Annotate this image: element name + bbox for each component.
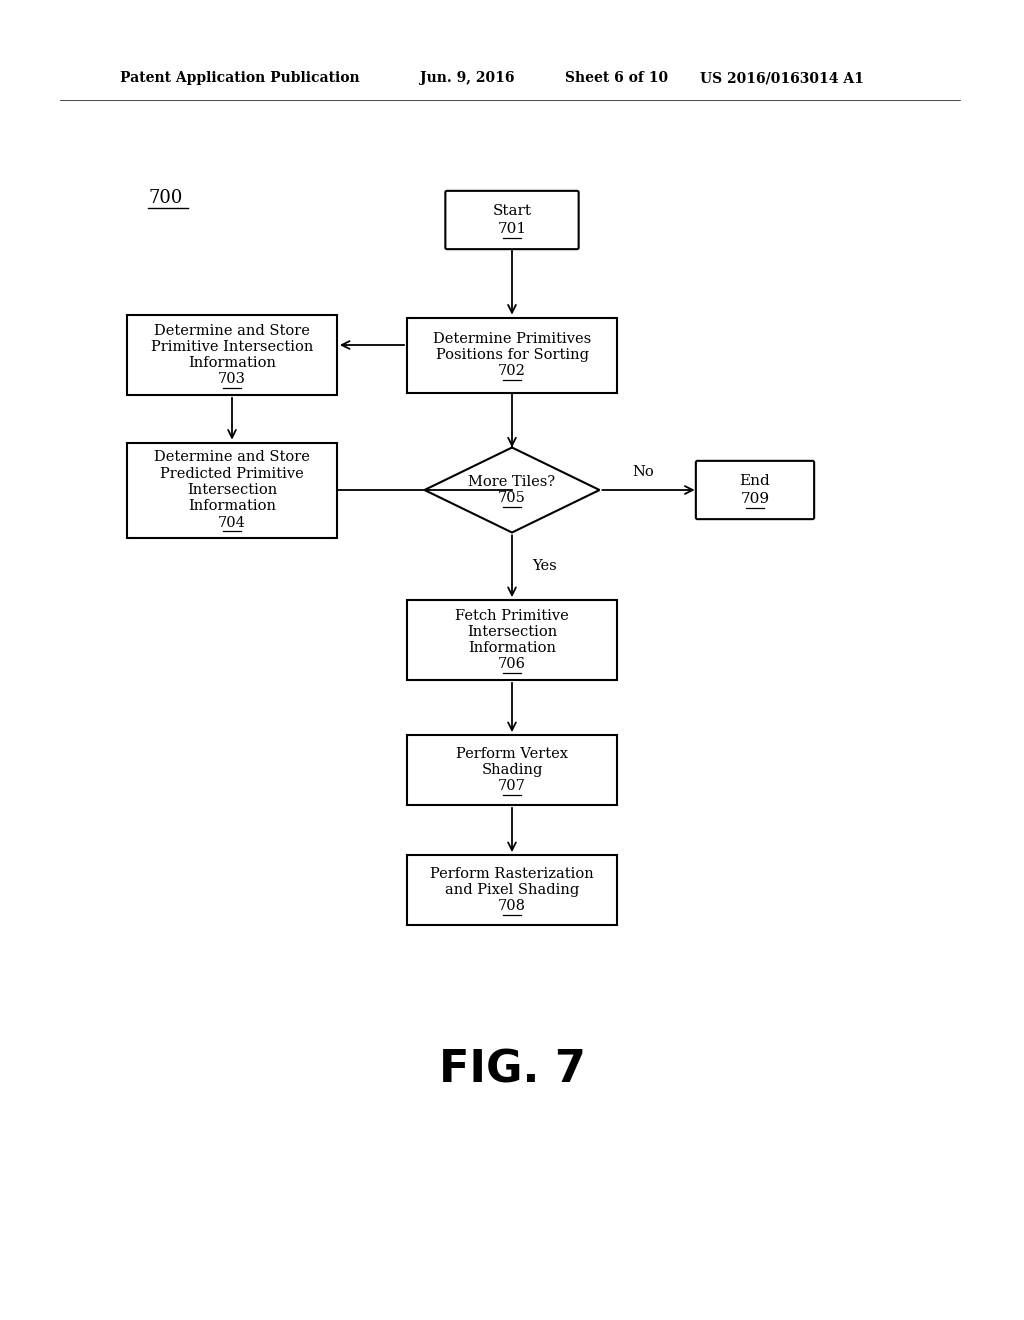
Text: Information: Information xyxy=(468,642,556,655)
Text: Shading: Shading xyxy=(481,763,543,777)
Text: No: No xyxy=(633,465,654,479)
Text: 709: 709 xyxy=(740,491,770,506)
FancyBboxPatch shape xyxy=(696,461,814,519)
Text: 704: 704 xyxy=(218,516,246,529)
Text: 703: 703 xyxy=(218,372,246,387)
Text: Fetch Primitive: Fetch Primitive xyxy=(455,609,569,623)
Text: Determine and Store: Determine and Store xyxy=(154,450,310,465)
Text: Intersection: Intersection xyxy=(186,483,278,498)
FancyBboxPatch shape xyxy=(445,191,579,249)
Text: FIG. 7: FIG. 7 xyxy=(438,1048,586,1092)
Text: Primitive Intersection: Primitive Intersection xyxy=(151,339,313,354)
Text: 705: 705 xyxy=(498,491,526,506)
Text: Patent Application Publication: Patent Application Publication xyxy=(120,71,359,84)
Text: and Pixel Shading: and Pixel Shading xyxy=(444,883,580,898)
Text: Determine and Store: Determine and Store xyxy=(154,323,310,338)
Text: Perform Rasterization: Perform Rasterization xyxy=(430,867,594,880)
Text: Positions for Sorting: Positions for Sorting xyxy=(435,348,589,362)
Text: 707: 707 xyxy=(498,779,526,793)
Text: More Tiles?: More Tiles? xyxy=(468,475,556,488)
Text: 708: 708 xyxy=(498,899,526,913)
Text: 706: 706 xyxy=(498,657,526,672)
Bar xyxy=(407,735,617,805)
Text: Yes: Yes xyxy=(532,560,557,573)
Text: US 2016/0163014 A1: US 2016/0163014 A1 xyxy=(700,71,864,84)
Text: 702: 702 xyxy=(498,364,526,379)
Text: Predicted Primitive: Predicted Primitive xyxy=(160,467,304,480)
Bar xyxy=(407,601,617,680)
Text: Determine Primitives: Determine Primitives xyxy=(433,331,591,346)
Text: Start: Start xyxy=(493,205,531,219)
Bar xyxy=(127,442,337,537)
Text: End: End xyxy=(739,474,770,488)
Text: Perform Vertex: Perform Vertex xyxy=(456,747,568,760)
Polygon shape xyxy=(425,447,599,532)
Text: Intersection: Intersection xyxy=(467,624,557,639)
Text: Sheet 6 of 10: Sheet 6 of 10 xyxy=(565,71,668,84)
Text: Information: Information xyxy=(188,499,276,513)
Text: Jun. 9, 2016: Jun. 9, 2016 xyxy=(420,71,514,84)
Bar xyxy=(127,315,337,395)
Bar xyxy=(407,855,617,925)
Bar xyxy=(407,318,617,392)
Text: 700: 700 xyxy=(148,189,182,207)
Text: 701: 701 xyxy=(498,222,526,235)
Text: Information: Information xyxy=(188,356,276,370)
